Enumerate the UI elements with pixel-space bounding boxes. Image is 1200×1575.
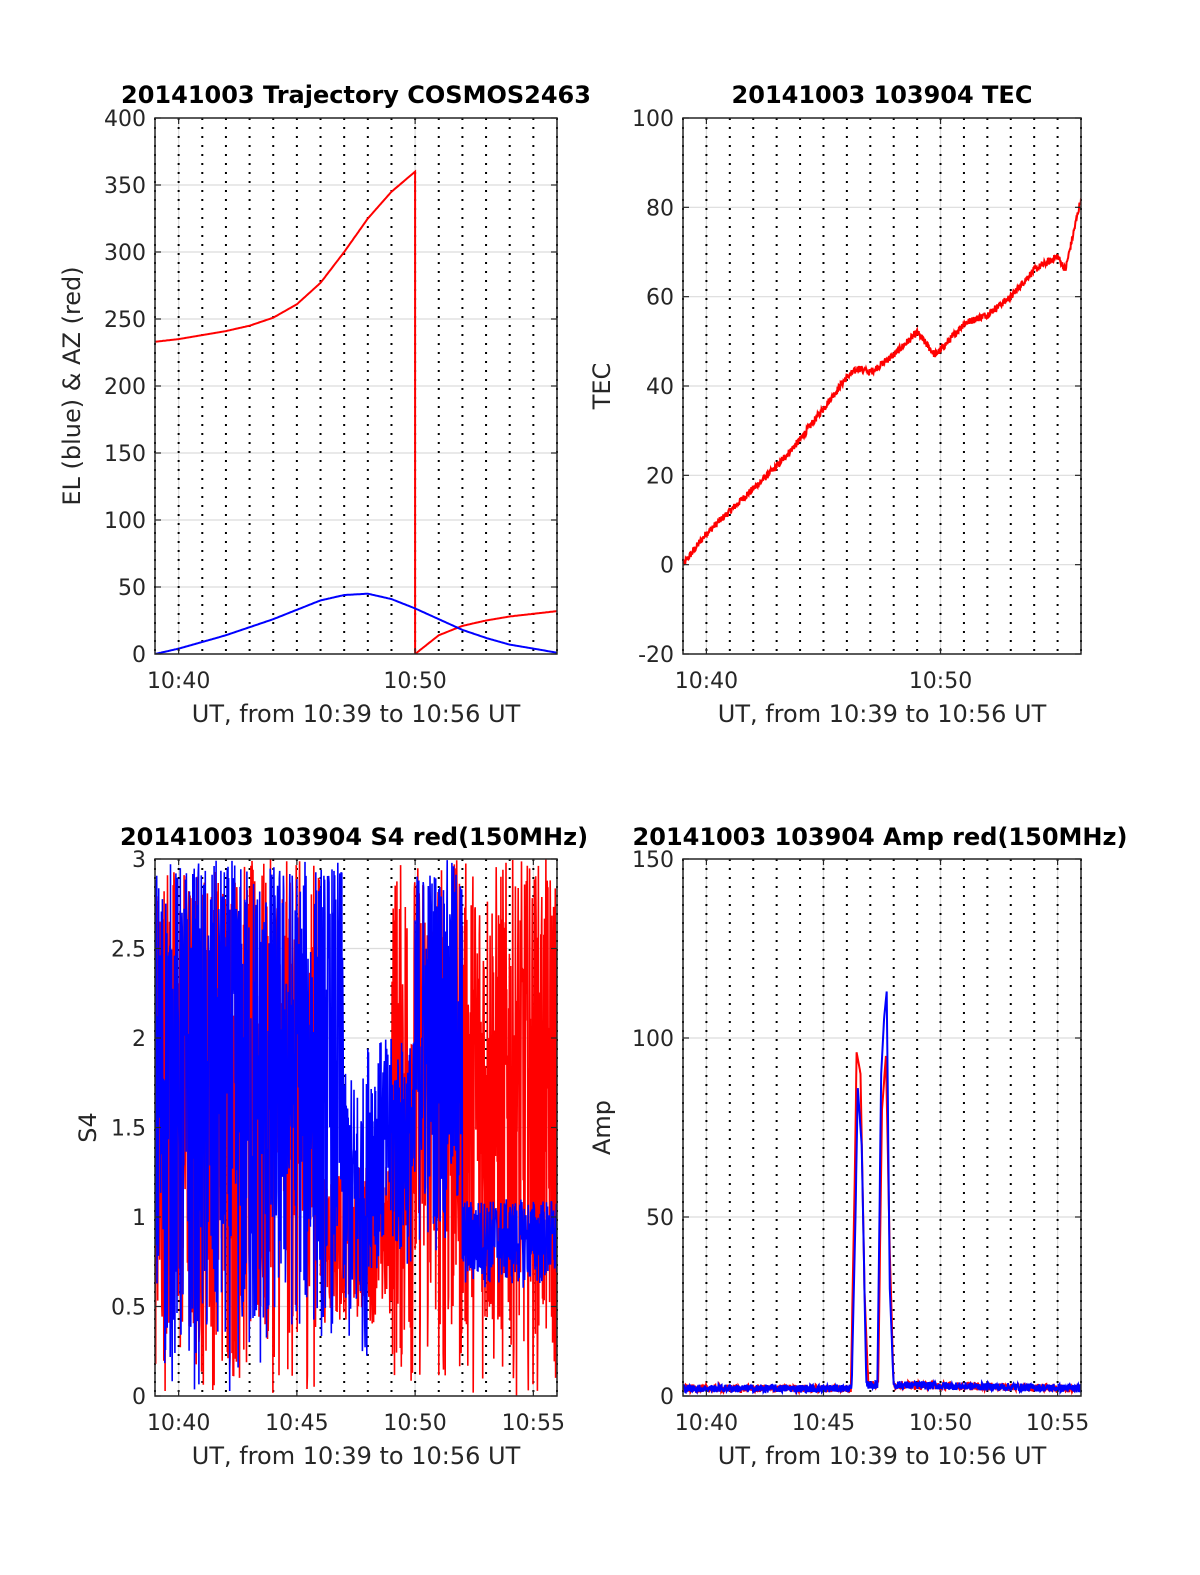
y-tick-label: 0.5 [111, 1296, 146, 1321]
y-tick-label: 250 [104, 308, 146, 333]
x-tick-label: 10:40 [147, 1411, 210, 1436]
y-tick-label: 1.5 [111, 1117, 146, 1142]
y-axis-label: EL (blue) & AZ (red) [58, 266, 86, 505]
x-axis-label: UT, from 10:39 to 10:56 UT [192, 1442, 521, 1470]
y-tick-label: 0 [132, 643, 146, 668]
chart-title: 20141003 Trajectory COSMOS2463 [121, 81, 591, 109]
x-tick-label: 10:40 [675, 1411, 738, 1436]
chart-title: 20141003 103904 S4 red(150MHz) [120, 823, 588, 851]
x-tick-label: 10:40 [147, 669, 210, 694]
panel-s4: 0 0.5 1 1.5 2 2.5 3 10:40 10:45 10:50 10:55 2014100… [74, 823, 588, 1470]
y-tick-label: 0 [132, 1385, 146, 1410]
x-axis-label: UT, from 10:39 to 10:56 UT [718, 1442, 1047, 1470]
x-tick-label: 10:50 [383, 1411, 446, 1436]
y-tick-label: -20 [638, 643, 674, 668]
y-tick-label: 20 [646, 464, 674, 489]
x-tick-label: 10:55 [1026, 1411, 1089, 1436]
y-tick-label: 1 [132, 1206, 146, 1231]
y-tick-label: 200 [104, 375, 146, 400]
y-tick-label: 0 [660, 554, 674, 579]
series-group [683, 198, 1081, 566]
y-tick-label: 2 [132, 1027, 146, 1052]
y-tick-label: 80 [646, 196, 674, 221]
series-line-2 [683, 991, 1081, 1396]
y-tick-label: 100 [632, 107, 674, 132]
x-tick-label: 10:55 [502, 1411, 565, 1436]
chart-title: 20141003 103904 Amp red(150MHz) [633, 823, 1128, 851]
x-tick-label: 10:45 [265, 1411, 328, 1436]
y-axis-label: S4 [74, 1112, 102, 1143]
panel-amp: 0 50 100 150 10:40 10:45 10:50 10:55 20141003 10… [588, 823, 1127, 1470]
series-line-2 [155, 592, 557, 654]
panel-tec: -20 0 20 40 60 80 100 10:40 10:50 20141003 103904… [588, 81, 1082, 728]
x-axis-label: UT, from 10:39 to 10:56 UT [192, 700, 521, 728]
x-tick-label: 10:40 [675, 669, 738, 694]
x-tick-label: 10:50 [909, 669, 972, 694]
y-axis-label: Amp [588, 1100, 616, 1155]
series-group [155, 859, 557, 1396]
series-line-2 [155, 860, 557, 1392]
y-tick-label: 60 [646, 286, 674, 311]
x-tick-label: 10:50 [909, 1411, 972, 1436]
panel-trajectory: 0 50 100 150 200 250 300 350 400 10:40 10:50 201410… [58, 81, 591, 728]
y-tick-label: 300 [104, 241, 146, 266]
y-tick-label: 50 [118, 576, 146, 601]
series-group [155, 169, 557, 654]
axes-box [682, 858, 1082, 1397]
x-axis-label: UT, from 10:39 to 10:56 UT [718, 700, 1047, 728]
y-tick-label: 150 [104, 442, 146, 467]
y-tick-label: 2.5 [111, 938, 146, 963]
y-tick-label: 150 [632, 848, 674, 873]
y-tick-label: 100 [104, 509, 146, 534]
x-tick-label: 10:45 [792, 1411, 855, 1436]
y-axis-label: TEC [588, 363, 616, 411]
chart-title: 20141003 103904 TEC [732, 81, 1033, 109]
y-tick-label: 3 [132, 848, 146, 873]
series-group [683, 991, 1081, 1396]
y-tick-label: 40 [646, 375, 674, 400]
y-tick-label: 400 [104, 107, 146, 132]
x-tick-label: 10:50 [383, 669, 446, 694]
y-tick-label: 50 [646, 1206, 674, 1231]
y-tick-label: 0 [660, 1385, 674, 1410]
series-line-1 [155, 169, 557, 654]
y-tick-label: 100 [632, 1027, 674, 1052]
series-line-1 [683, 198, 1081, 566]
y-tick-label: 350 [104, 174, 146, 199]
